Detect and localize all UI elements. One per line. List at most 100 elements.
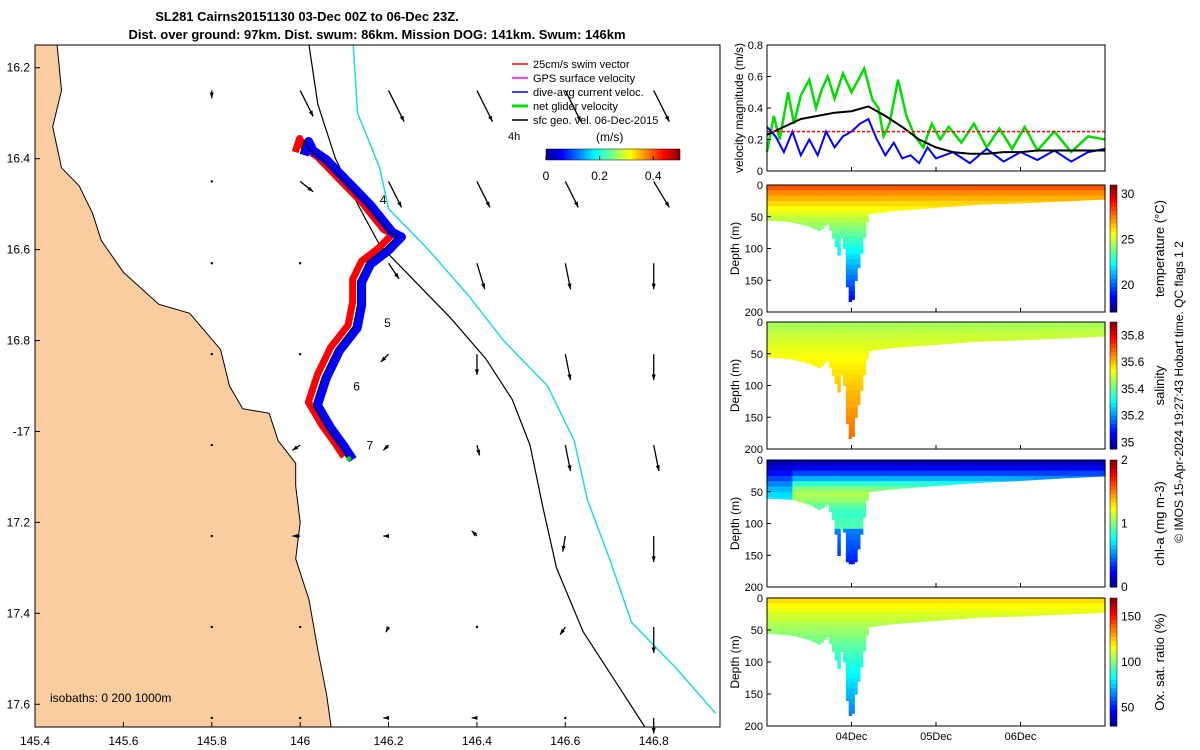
profile-cell	[792, 608, 796, 615]
profile-cell	[1014, 337, 1019, 341]
profile-cell	[871, 322, 875, 328]
profile-cell	[826, 635, 830, 638]
profile-cell	[893, 603, 898, 610]
profile-cell	[950, 190, 954, 197]
profile-cell	[944, 619, 948, 621]
profile-cell	[1034, 603, 1038, 610]
profile-cell	[829, 332, 833, 339]
profile-y-tick-label: 50	[751, 487, 763, 499]
profile-cell	[944, 185, 948, 191]
profile-cell	[809, 619, 813, 626]
current-arrow	[476, 90, 494, 122]
profile-cell	[848, 534, 853, 540]
profile-cell	[823, 190, 827, 197]
profile-cell	[800, 343, 805, 350]
profile-colorbar-cell	[1110, 717, 1117, 723]
profile-cell	[772, 475, 776, 482]
profile-cell	[896, 327, 900, 334]
profile-cell	[857, 460, 861, 466]
profile-cell	[1037, 460, 1041, 466]
profile-cell	[862, 195, 867, 202]
profile-cell	[913, 465, 917, 472]
profile-cell	[845, 550, 850, 556]
profile-cell	[798, 206, 802, 213]
profile-cell	[800, 206, 805, 213]
profile-colorbar-cell	[1110, 355, 1117, 361]
current-arrow	[210, 716, 213, 720]
profile-cell	[967, 481, 971, 484]
profile-cell	[1043, 608, 1047, 615]
profile-cell	[879, 619, 884, 626]
profile-cell	[857, 662, 861, 668]
profile-cell	[941, 322, 945, 328]
profile-cell	[907, 470, 912, 477]
profile-cell	[1020, 332, 1024, 339]
current-arrowhead	[485, 201, 490, 208]
profile-cell	[952, 337, 957, 344]
profile-cell	[1003, 200, 1007, 204]
profile-cell	[806, 332, 810, 339]
profile-cell	[1059, 332, 1064, 339]
profile-cell	[817, 195, 822, 202]
profile-cell	[888, 475, 892, 482]
profile-cell	[1037, 614, 1041, 616]
profile-cell	[843, 190, 847, 197]
profile-cell	[893, 475, 898, 482]
profile-cell	[851, 396, 855, 402]
map-y-tick-label: 17.2	[7, 515, 31, 529]
profile-cell	[1079, 190, 1084, 197]
profile-cell	[843, 481, 847, 488]
profile-cell	[924, 322, 929, 328]
profile-cell	[874, 348, 878, 351]
profile-cell	[1040, 603, 1044, 610]
profile-cell	[964, 185, 968, 191]
profile-cell	[800, 624, 805, 631]
profile-cell	[845, 539, 850, 546]
profile-cell	[843, 216, 847, 223]
profile-cell	[809, 343, 813, 350]
profile-cell	[823, 486, 827, 493]
profile-cell	[944, 460, 948, 466]
profile-cell	[803, 216, 807, 223]
profile-cell	[826, 481, 830, 488]
profile-cell	[1012, 470, 1016, 477]
profile-cell	[1009, 614, 1013, 617]
profile-cell	[817, 614, 822, 620]
profile-cell	[851, 190, 855, 197]
profile-cell	[767, 470, 771, 477]
profile-cell	[837, 502, 841, 509]
profile-cell	[820, 630, 824, 636]
profile-cell	[882, 343, 886, 350]
profile-cell	[857, 327, 861, 334]
land-layer	[34, 44, 332, 728]
profile-cell	[967, 598, 971, 604]
profile-cell	[820, 619, 824, 626]
profile-cell	[927, 327, 931, 334]
profile-cell	[876, 598, 881, 604]
profile-cell	[874, 195, 878, 202]
profile-cell	[829, 195, 833, 202]
profile-cell	[950, 603, 954, 610]
profile-cell	[983, 327, 988, 334]
profile-cell	[1040, 598, 1044, 604]
profile-cell	[848, 332, 853, 339]
profile-cell	[829, 322, 833, 328]
profile-cell	[845, 369, 850, 376]
profile-cell	[843, 195, 847, 202]
profile-cell	[769, 211, 774, 218]
profile-cell	[783, 211, 788, 218]
profile-cell	[885, 470, 889, 477]
profile-cell	[857, 523, 861, 530]
profile-cell	[826, 353, 830, 360]
profile-cell	[798, 614, 802, 620]
profile-cell	[795, 603, 799, 610]
profile-cell	[913, 603, 917, 610]
profile-cell	[817, 359, 822, 365]
profile-cell	[1043, 460, 1047, 466]
profile-cell	[1037, 200, 1041, 203]
profile-cell	[885, 185, 889, 191]
profile-cell	[837, 374, 841, 381]
profile-cell	[896, 190, 900, 197]
profile-cell	[829, 211, 833, 218]
profile-colorbar-cell	[1110, 704, 1117, 710]
